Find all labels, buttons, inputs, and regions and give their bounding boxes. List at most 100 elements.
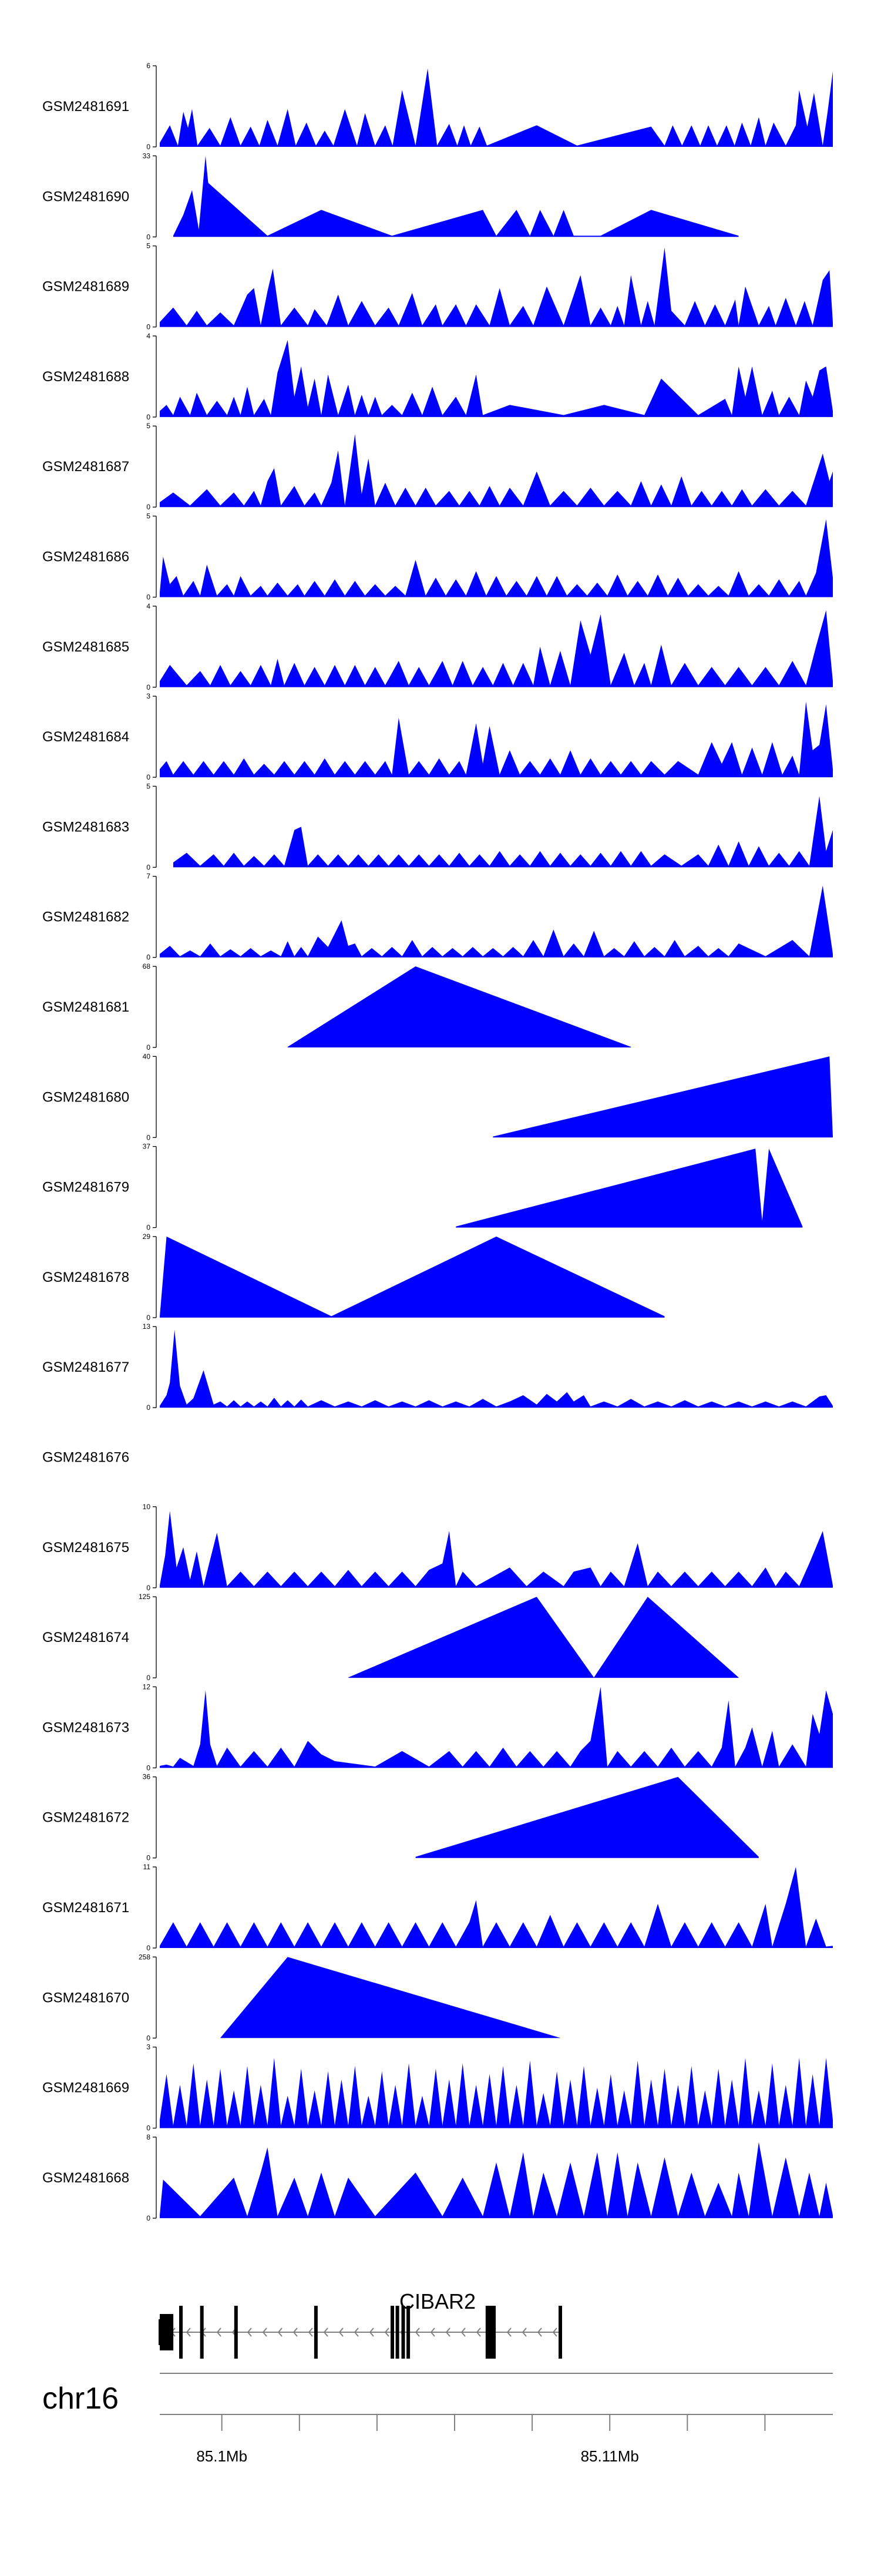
strand-arrow-icon xyxy=(522,2328,527,2337)
y-tick-label-min: 0 xyxy=(146,1133,150,1141)
coordinate-axis: 85.1Mb 85.11Mb xyxy=(160,2373,833,2465)
y-tick-label-max: 8 xyxy=(146,2133,150,2141)
track-label: GSM2481672 xyxy=(42,1810,129,1826)
track-GSM2481678: GSM2481678 29 0 xyxy=(42,1232,665,1322)
coverage-area xyxy=(493,1056,833,1138)
y-tick-label-min: 0 xyxy=(146,683,150,691)
track-GSM2481684: GSM2481684 3 0 xyxy=(42,692,833,781)
track-label: GSM2481684 xyxy=(42,729,129,745)
y-tick-label-min: 0 xyxy=(146,1403,150,1412)
track-label: GSM2481674 xyxy=(42,1630,129,1645)
y-tick-label-min: 0 xyxy=(146,143,150,151)
y-tick-label-max: 4 xyxy=(146,332,150,340)
track-GSM2481670: GSM2481670 258 0 xyxy=(42,1953,560,2042)
strand-arrow-icon xyxy=(354,2328,359,2337)
track-GSM2481689: GSM2481689 5 0 xyxy=(42,242,833,331)
track-GSM2481671: GSM2481671 11 0 xyxy=(42,1863,833,1952)
coverage-area xyxy=(160,610,833,687)
y-tick-label-min: 0 xyxy=(146,323,150,331)
exon-block xyxy=(179,2306,183,2359)
strand-arrow-icon xyxy=(476,2328,481,2337)
coverage-area xyxy=(456,1148,803,1228)
coverage-area xyxy=(160,68,833,147)
track-label: GSM2481679 xyxy=(42,1180,129,1195)
y-tick-label-max: 125 xyxy=(139,1593,150,1601)
strand-arrow-icon xyxy=(247,2328,252,2337)
y-tick-label-min: 0 xyxy=(146,1043,150,1052)
y-tick-label-max: 10 xyxy=(143,1503,151,1511)
coverage-tracks: GSM248169160GSM2481690330GSM248168950GSM… xyxy=(42,62,833,2222)
track-label: GSM2481691 xyxy=(42,99,129,115)
strand-arrow-icon xyxy=(384,2328,389,2337)
y-tick-label-min: 0 xyxy=(146,1944,150,1952)
y-tick-label-max: 29 xyxy=(143,1232,151,1241)
y-tick-label-min: 0 xyxy=(146,953,150,962)
strand-arrow-icon xyxy=(460,2328,466,2337)
coverage-area xyxy=(160,340,833,417)
strand-arrow-icon xyxy=(369,2328,374,2337)
track-GSM2481679: GSM2481679 37 0 xyxy=(42,1143,803,1232)
coverage-area xyxy=(160,519,833,597)
track-GSM2481690: GSM2481690 33 0 xyxy=(42,152,739,241)
coverage-area xyxy=(160,701,833,778)
track-label: GSM2481686 xyxy=(42,549,129,565)
y-tick-label-max: 5 xyxy=(146,242,150,250)
coverage-area xyxy=(173,156,739,237)
y-tick-label-min: 0 xyxy=(146,863,150,871)
y-tick-label-min: 0 xyxy=(146,773,150,781)
track-GSM2481673: GSM2481673 12 0 xyxy=(42,1682,833,1772)
track-label: GSM2481683 xyxy=(42,819,129,835)
strand-arrow-icon xyxy=(323,2328,328,2337)
y-tick-label-max: 5 xyxy=(146,512,150,520)
exon-block xyxy=(406,2306,411,2359)
gene-model xyxy=(159,2306,563,2359)
coverage-area xyxy=(348,1597,739,1678)
track-GSM2481683: GSM2481683 5 0 xyxy=(42,782,833,871)
gene-name-label: CIBAR2 xyxy=(399,2289,476,2313)
track-label: GSM2481678 xyxy=(42,1269,129,1285)
strand-arrow-icon xyxy=(537,2328,542,2337)
strand-arrow-icon xyxy=(277,2328,283,2337)
track-label: GSM2481668 xyxy=(42,2170,129,2186)
strand-arrow-icon xyxy=(262,2328,267,2337)
y-tick-label-max: 12 xyxy=(143,1682,151,1691)
exon-block xyxy=(391,2306,395,2359)
track-GSM2481682: GSM2481682 7 0 xyxy=(42,872,833,962)
track-label: GSM2481681 xyxy=(42,999,129,1015)
track-GSM2481674: GSM2481674 125 0 xyxy=(42,1593,739,1682)
coverage-area xyxy=(160,2142,833,2218)
y-tick-label-max: 258 xyxy=(139,1953,150,1961)
y-tick-label-max: 36 xyxy=(143,1773,151,1781)
coverage-area xyxy=(160,2058,833,2128)
coverage-area xyxy=(173,796,833,868)
coverage-area xyxy=(160,1687,833,1768)
exon-block xyxy=(395,2306,399,2359)
track-GSM2481680: GSM2481680 40 0 xyxy=(42,1052,833,1141)
y-tick-label-max: 11 xyxy=(143,1863,151,1871)
y-tick-label-min: 0 xyxy=(146,593,150,602)
track-label: GSM2481673 xyxy=(42,1719,129,1735)
y-tick-label-min: 0 xyxy=(146,2034,150,2042)
y-tick-label-min: 0 xyxy=(146,2214,150,2222)
y-tick-label-min: 0 xyxy=(146,1674,150,1682)
track-GSM2481687: GSM2481687 5 0 xyxy=(42,422,833,511)
y-tick-label-max: 5 xyxy=(146,782,150,790)
track-label: GSM2481685 xyxy=(42,639,129,655)
track-GSM2481677: GSM2481677 13 0 xyxy=(42,1322,833,1412)
coverage-area xyxy=(415,1776,759,1858)
y-tick-label-min: 0 xyxy=(146,413,150,421)
y-tick-label-min: 0 xyxy=(146,1584,150,1592)
y-tick-label-max: 3 xyxy=(146,692,150,700)
track-label: GSM2481675 xyxy=(42,1540,129,1556)
exon-block xyxy=(234,2306,238,2359)
track-GSM2481688: GSM2481688 4 0 xyxy=(42,332,833,421)
y-tick-label-min: 0 xyxy=(146,1314,150,1322)
coverage-area xyxy=(160,1867,833,1948)
track-GSM2481675: GSM2481675 10 0 xyxy=(42,1503,833,1592)
strand-arrow-icon xyxy=(292,2328,298,2337)
track-GSM2481672: GSM2481672 36 0 xyxy=(42,1773,759,1862)
track-GSM2481669: GSM2481669 3 0 xyxy=(42,2043,833,2132)
y-tick-label-min: 0 xyxy=(146,503,150,511)
y-tick-label-max: 3 xyxy=(146,2043,150,2051)
y-tick-label-max: 5 xyxy=(146,422,150,430)
